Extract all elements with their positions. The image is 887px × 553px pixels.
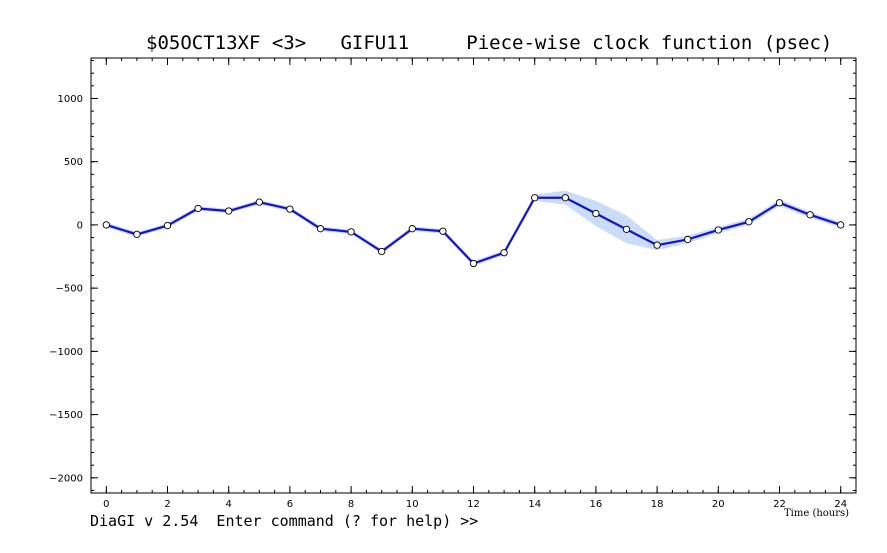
data-point [806, 211, 814, 219]
command-prompt[interactable]: DiaGI v 2.54 Enter command (? for help) … [90, 512, 479, 530]
error-band-0 [106, 190, 841, 267]
data-point [439, 227, 447, 235]
tick-layer [91, 58, 856, 493]
x-tick-label: 6 [287, 499, 293, 510]
data-point [745, 218, 753, 226]
y-tick-label: −1500 [49, 410, 83, 421]
x-tick-label: 16 [590, 499, 603, 510]
data-point [378, 247, 386, 256]
data-point [653, 241, 661, 249]
data-point [622, 225, 631, 233]
x-tick-label: 20 [712, 499, 725, 510]
y-tick-label: −500 [56, 284, 83, 295]
y-tick-label: −1000 [49, 347, 83, 358]
data-point [837, 221, 845, 229]
data-point [347, 228, 355, 236]
series-line-layer [105, 196, 842, 265]
x-tick-label: 18 [651, 499, 664, 510]
data-point [286, 205, 294, 213]
data-point [775, 199, 784, 207]
data-point [469, 259, 478, 268]
y-tick-label: 500 [64, 157, 83, 168]
data-point [316, 225, 325, 233]
tick-label-layer: 0 2 4 6 8 10 12 14 16 18 20 22 2410005000−500−1000−1… [49, 94, 847, 510]
x-axis-label: Time (hours) [784, 508, 849, 519]
x-tick-label: 12 [467, 499, 480, 510]
chart-title: $05OCT13XF <3> GIFU11 Piece-wise clock f… [146, 32, 833, 54]
data-point [500, 249, 508, 257]
x-tick-label: 22 [773, 499, 786, 510]
x-tick-label: 10 [406, 499, 419, 510]
x-tick-label: 2 [164, 499, 170, 510]
plot-frame [90, 57, 857, 494]
data-point [714, 226, 722, 234]
data-point [684, 235, 692, 244]
data-point [102, 221, 110, 229]
error-band-layer [106, 190, 841, 267]
data-point-layer [102, 194, 845, 268]
y-tick-label: 0 [77, 220, 83, 231]
x-tick-label: 8 [348, 499, 354, 510]
y-tick-label: −2000 [49, 473, 83, 484]
data-point [531, 194, 539, 202]
data-point [163, 221, 172, 230]
data-point [133, 230, 141, 239]
series-line-0 [105, 196, 842, 265]
data-point [561, 194, 569, 202]
x-tick-label: 14 [528, 499, 541, 510]
data-point [255, 198, 263, 206]
data-point [408, 225, 416, 233]
data-point [225, 207, 233, 215]
x-tick-label: 0 [103, 499, 109, 510]
data-point [194, 204, 202, 213]
y-tick-label: 1000 [58, 94, 83, 105]
data-point [592, 209, 600, 218]
x-tick-label: 4 [226, 499, 232, 510]
x-tick-label: 24 [834, 499, 847, 510]
